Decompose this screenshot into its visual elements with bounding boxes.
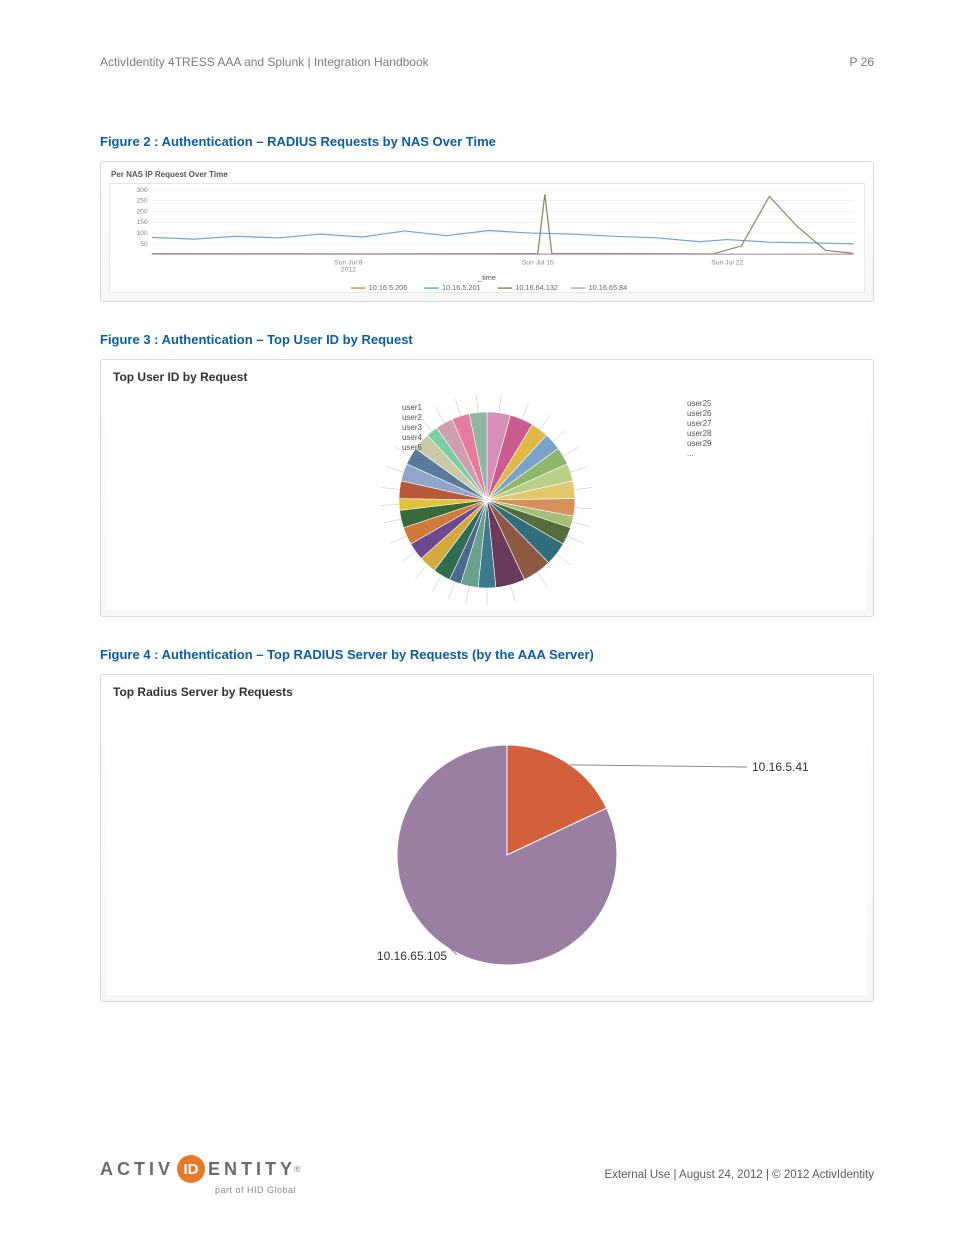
svg-text:250: 250 bbox=[136, 198, 148, 205]
figure2-panel: Per NAS IP Request Over Time 50 100 150 200… bbox=[100, 161, 874, 302]
header-title: ActivIdentity 4TRESS AAA and Splunk | In… bbox=[100, 55, 429, 69]
x-axis-label: _time bbox=[477, 274, 496, 282]
svg-text:user29: user29 bbox=[687, 439, 712, 448]
svg-text:user25: user25 bbox=[687, 399, 712, 408]
logo-badge-icon: ID bbox=[177, 1155, 205, 1183]
svg-text:Sun Jul 22: Sun Jul 22 bbox=[711, 260, 743, 267]
svg-text:300: 300 bbox=[136, 187, 148, 194]
figure2-title: Figure 2 : Authentication – RADIUS Reque… bbox=[100, 134, 874, 149]
svg-text:10.16.5.201: 10.16.5.201 bbox=[442, 284, 481, 292]
svg-text:...: ... bbox=[687, 449, 694, 458]
page-header: ActivIdentity 4TRESS AAA and Splunk | In… bbox=[0, 0, 954, 69]
svg-text:user27: user27 bbox=[687, 419, 712, 428]
line-chart: 50 100 150 200 250 300 Sun Jul 82012 Sun Jul 1… bbox=[109, 183, 865, 293]
svg-text:200: 200 bbox=[136, 209, 148, 216]
figure3-panel: Top User ID by Request user1user2user3us… bbox=[100, 359, 874, 617]
svg-text:10.16.5.41: 10.16.5.41 bbox=[752, 760, 809, 774]
svg-text:10.16.65.105: 10.16.65.105 bbox=[377, 949, 447, 963]
page-footer: ACTIV ID ENTITY ® part of HID Global Ext… bbox=[100, 1155, 874, 1195]
svg-text:Sun Jul 8: Sun Jul 8 bbox=[334, 260, 363, 267]
figure3-title: Figure 3 : Authentication – Top User ID … bbox=[100, 332, 874, 347]
svg-text:...: ... bbox=[415, 453, 422, 462]
svg-text:2012: 2012 bbox=[341, 267, 356, 274]
logo-left: ACTIV bbox=[100, 1159, 174, 1180]
svg-text:10.16.5.206: 10.16.5.206 bbox=[369, 284, 408, 292]
svg-text:10.16.65.84: 10.16.65.84 bbox=[589, 284, 628, 292]
svg-text:user4: user4 bbox=[402, 433, 423, 442]
reg-mark: ® bbox=[294, 1164, 305, 1174]
logo-subtitle: part of HID Global bbox=[215, 1185, 305, 1195]
svg-text:user1: user1 bbox=[402, 403, 423, 412]
svg-text:user3: user3 bbox=[402, 423, 423, 432]
svg-text:50: 50 bbox=[140, 241, 148, 248]
svg-text:user5: user5 bbox=[402, 443, 423, 452]
figure4-panel-title: Top Radius Server by Requests bbox=[107, 681, 867, 705]
figure3-panel-title: Top User ID by Request bbox=[107, 366, 867, 390]
logo-right: ENTITY bbox=[208, 1159, 296, 1180]
svg-text:Sun Jul 15: Sun Jul 15 bbox=[522, 260, 554, 267]
figure4-title: Figure 4 : Authentication – Top RADIUS S… bbox=[100, 647, 874, 662]
page-number: P 26 bbox=[850, 55, 874, 69]
figure4-panel: Top Radius Server by Requests 10.16.5.41… bbox=[100, 674, 874, 1002]
svg-text:150: 150 bbox=[136, 219, 148, 226]
svg-text:user28: user28 bbox=[687, 429, 712, 438]
multi-pie-chart: user1user2user3user4user5... user25user2… bbox=[107, 390, 867, 610]
figure2-panel-title: Per NAS IP Request Over Time bbox=[107, 168, 867, 181]
svg-text:10.16.64.132: 10.16.64.132 bbox=[515, 284, 558, 292]
logo: ACTIV ID ENTITY ® part of HID Global bbox=[100, 1155, 305, 1195]
svg-text:100: 100 bbox=[136, 230, 148, 237]
radius-pie-chart: 10.16.5.41 10.16.65.105 bbox=[107, 705, 867, 995]
svg-text:user26: user26 bbox=[687, 409, 712, 418]
svg-text:user2: user2 bbox=[402, 413, 423, 422]
footer-text: External Use | August 24, 2012 | © 2012 … bbox=[604, 1169, 874, 1181]
